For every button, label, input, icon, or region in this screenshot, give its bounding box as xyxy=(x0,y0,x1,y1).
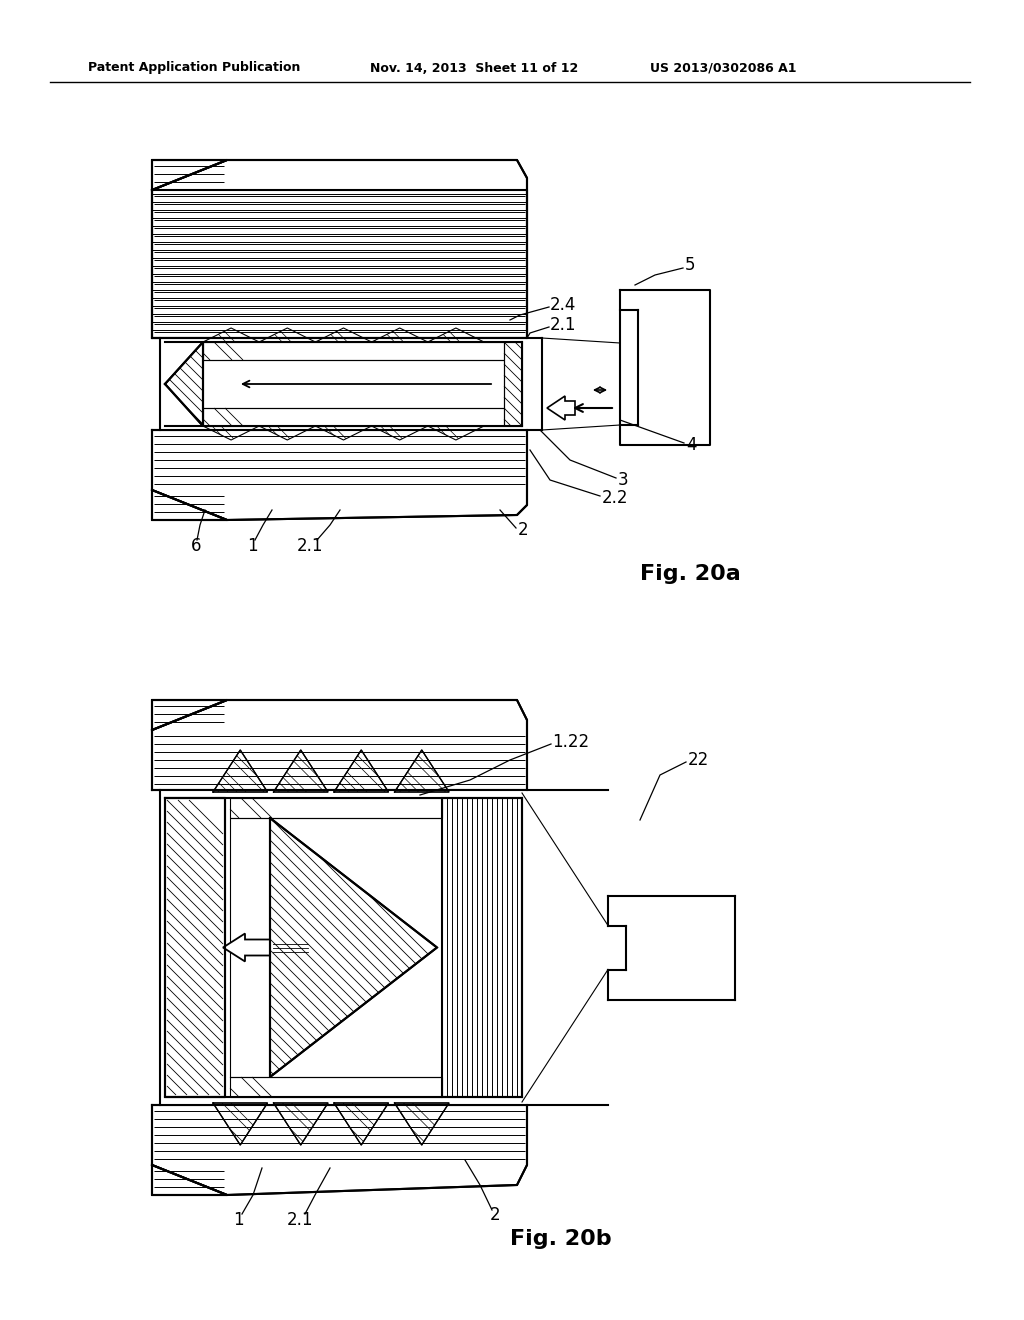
Text: 2.4: 2.4 xyxy=(550,296,577,314)
Text: 2.2: 2.2 xyxy=(602,488,629,507)
Text: Fig. 20b: Fig. 20b xyxy=(510,1229,611,1249)
Polygon shape xyxy=(273,1104,328,1144)
Polygon shape xyxy=(315,327,372,342)
Text: US 2013/0302086 A1: US 2013/0302086 A1 xyxy=(650,62,797,74)
Polygon shape xyxy=(259,327,315,342)
Polygon shape xyxy=(213,750,267,792)
Polygon shape xyxy=(334,750,388,792)
Polygon shape xyxy=(152,160,527,338)
Polygon shape xyxy=(152,1166,227,1195)
Polygon shape xyxy=(152,1105,527,1195)
Polygon shape xyxy=(152,700,527,789)
Polygon shape xyxy=(203,327,259,342)
Bar xyxy=(165,799,225,1097)
Text: 22: 22 xyxy=(688,751,710,770)
Polygon shape xyxy=(394,1104,449,1144)
Bar xyxy=(230,818,442,1077)
Text: 5: 5 xyxy=(685,256,695,275)
Polygon shape xyxy=(152,490,227,520)
Polygon shape xyxy=(152,160,227,190)
Text: 1: 1 xyxy=(232,1210,244,1229)
Polygon shape xyxy=(315,426,372,440)
Text: Fig. 20a: Fig. 20a xyxy=(640,564,740,583)
Polygon shape xyxy=(165,342,203,426)
Bar xyxy=(203,360,504,408)
Text: Patent Application Publication: Patent Application Publication xyxy=(88,62,300,74)
Polygon shape xyxy=(428,327,484,342)
Text: 3: 3 xyxy=(618,471,629,488)
Polygon shape xyxy=(152,700,227,730)
Text: 2.1: 2.1 xyxy=(550,315,577,334)
Polygon shape xyxy=(270,818,437,1077)
Text: 2: 2 xyxy=(518,521,528,539)
Text: 6: 6 xyxy=(190,537,202,554)
Bar xyxy=(160,789,527,1105)
Text: Nov. 14, 2013  Sheet 11 of 12: Nov. 14, 2013 Sheet 11 of 12 xyxy=(370,62,579,74)
FancyArrow shape xyxy=(223,933,310,961)
Polygon shape xyxy=(259,426,315,440)
Polygon shape xyxy=(372,426,428,440)
Text: 4: 4 xyxy=(686,436,696,454)
Text: 2.1: 2.1 xyxy=(297,537,324,554)
Polygon shape xyxy=(334,1104,388,1144)
Polygon shape xyxy=(152,430,527,520)
Text: 1.22: 1.22 xyxy=(552,733,589,751)
Text: 2.1: 2.1 xyxy=(287,1210,313,1229)
Bar xyxy=(442,799,522,1097)
Bar xyxy=(160,338,527,430)
FancyArrow shape xyxy=(547,396,575,420)
Polygon shape xyxy=(273,750,328,792)
Polygon shape xyxy=(394,750,449,792)
Polygon shape xyxy=(428,426,484,440)
Text: 1: 1 xyxy=(247,537,257,554)
Polygon shape xyxy=(372,327,428,342)
Polygon shape xyxy=(213,1104,267,1144)
Polygon shape xyxy=(203,426,259,440)
Text: 2: 2 xyxy=(490,1206,501,1224)
